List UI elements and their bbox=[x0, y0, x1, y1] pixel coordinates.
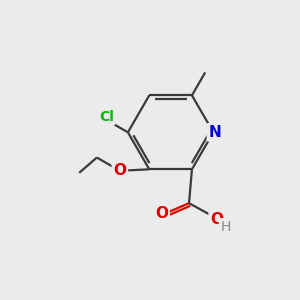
Text: O: O bbox=[113, 163, 126, 178]
Text: Cl: Cl bbox=[99, 110, 114, 124]
Text: O: O bbox=[210, 212, 223, 227]
Text: N: N bbox=[208, 125, 221, 140]
Text: O: O bbox=[155, 206, 168, 221]
Text: H: H bbox=[220, 220, 231, 234]
